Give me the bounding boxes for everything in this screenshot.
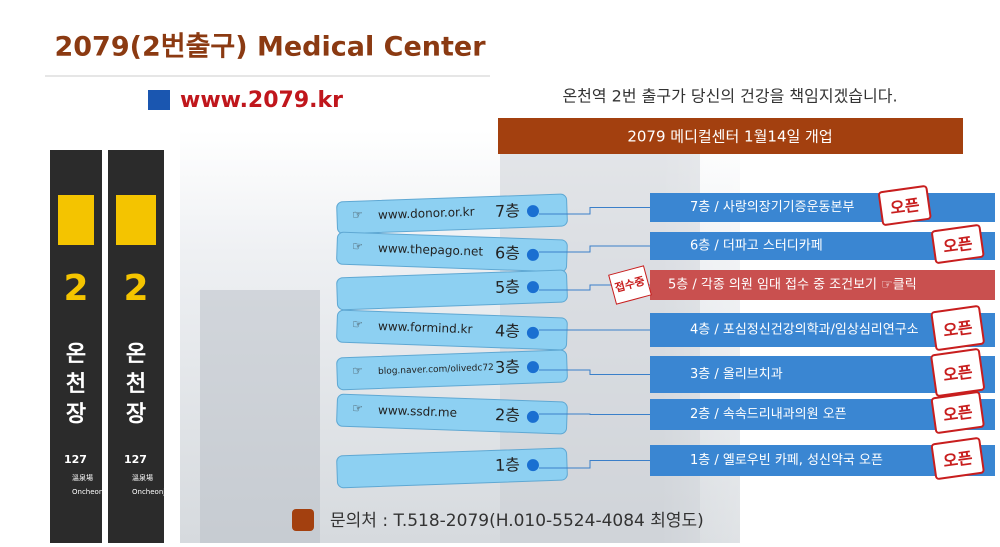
stamp-bg [878,185,932,226]
floor-tab-bg[interactable] [336,349,568,391]
floor-tab: ☞ blog.naver.com/olivedc72 3층 [336,349,568,391]
floor-text[interactable]: 2층 / 속속드리내과의원 오픈 [690,407,847,422]
floor-link[interactable]: www.donor.or.kr [378,205,475,222]
station-roman: Oncheonjang [132,488,178,496]
link-icon: ☞ [352,317,363,331]
station-name: 장 [126,402,146,427]
connector [539,207,650,215]
floor-dot [526,281,539,294]
title: 2079(2번출구) Medical Center [54,32,486,63]
floor-dot [526,361,539,374]
building [200,290,320,543]
floor-text[interactable]: 4층 / 포심정신건강의학과/임상심리연구소 [690,323,919,338]
floor-directory: ☞ www.donor.or.kr 7층 7층 / 사랑의장기기증운동본부 오픈☞ www… [336,185,995,489]
stamp: 오픈 [942,448,974,471]
floor-tab: 1층 [336,447,568,489]
floor-link[interactable]: www.formind.kr [378,319,473,336]
stamp: 오픈 [889,195,921,218]
connector [539,245,650,253]
floor-dot [526,410,539,423]
floor-dot [526,459,539,472]
floor-tab: 5층 [336,269,568,311]
floor-text[interactable]: 5층 / 각종 의원 임대 접수 중 조건보기 ☞클릭 [668,278,917,293]
contact: 문의처 : T.518-2079(H.010-5524-4084 최영도) [330,511,704,531]
floor-label: 4층 [495,321,521,341]
floor-link[interactable]: www.ssdr.me [378,403,457,420]
floor-tab-bg[interactable] [336,447,568,489]
station-name: 천 [66,372,86,397]
floor-tab-bg[interactable] [336,393,568,435]
floor-text[interactable]: 6층 / 더파고 스터디카페 [690,239,823,254]
floor-dot [526,205,539,218]
floor-dot [526,248,539,261]
stamp-bg [930,437,985,480]
station-code: 127 [124,453,147,466]
floor-dot [526,326,539,339]
station-code: 127 [64,453,87,466]
floor-link[interactable]: www.thepago.net [378,241,484,259]
link-icon: ☞ [352,364,363,378]
stamp: 오픈 [942,318,974,341]
link-icon: ☞ [352,401,363,415]
station-name: 온 [66,342,86,367]
stamp-bg [931,224,985,264]
stamp-bg [930,348,985,397]
floor-text[interactable]: 7층 / 사랑의장기기증운동본부 [690,200,854,215]
floor-label: 1층 [495,455,521,475]
stamp-bg [930,305,985,351]
stamp-bg [930,391,985,434]
station-signs: 2온천장127溫泉場Oncheonjang2온천장127溫泉場Oncheonja… [50,150,178,543]
floor-tab: ☞ www.donor.or.kr 7층 [336,193,568,235]
opening-banner [498,118,963,154]
url-icon [148,90,170,110]
subway-icon [58,195,94,245]
link-icon: ☞ [352,208,363,222]
floor-label: 6층 [495,243,521,263]
opening-text: 2079 메디컬센터 1월14일 개업 [627,128,832,146]
floor-tab-bg[interactable] [336,309,568,351]
floor-tab: ☞ www.ssdr.me 2층 [336,393,568,435]
floor-text[interactable]: 1층 / 옐로우빈 카페, 성신약국 오픈 [690,453,883,468]
station-name: 온 [126,342,146,367]
floor-label: 3층 [495,357,521,377]
floor-tab: ☞ www.formind.kr 4층 [336,309,568,351]
stamp: 오픈 [942,402,974,425]
phone-icon [292,509,314,531]
floor-tab-bg[interactable] [336,231,568,273]
connector [539,369,650,375]
link-icon: ☞ [352,239,363,253]
floor-label: 2층 [495,405,521,425]
station-roman: Oncheonjang [72,488,118,496]
tagline: 온천역 2번 출구가 당신의 건강을 책임지겠습니다. [562,87,897,106]
floor-tab-bg[interactable] [336,269,568,311]
station-hanja: 溫泉場 [132,473,153,482]
station-name: 장 [66,402,86,427]
stamp: 오픈 [942,234,974,257]
url[interactable]: www.2079.kr [180,88,343,113]
floor-bar[interactable] [650,193,995,222]
floor-label: 7층 [495,201,521,221]
floor-bar[interactable] [650,270,995,300]
floor-link[interactable]: blog.naver.com/olivedc72 [378,363,494,377]
connector [539,413,650,415]
line-number: 2 [123,268,148,309]
floor-text[interactable]: 3층 / 올리브치과 [690,367,783,382]
line-number: 2 [63,268,88,309]
stamp: 오픈 [942,362,974,385]
station-hanja: 溫泉場 [72,473,93,482]
floor-label: 5층 [495,277,521,297]
subway-icon [116,195,156,245]
station-name: 천 [126,372,146,397]
connector [539,460,650,469]
floor-tab-bg[interactable] [336,193,568,235]
floor-tab: ☞ www.thepago.net 6층 [336,231,568,273]
stamp-bg [608,265,652,305]
